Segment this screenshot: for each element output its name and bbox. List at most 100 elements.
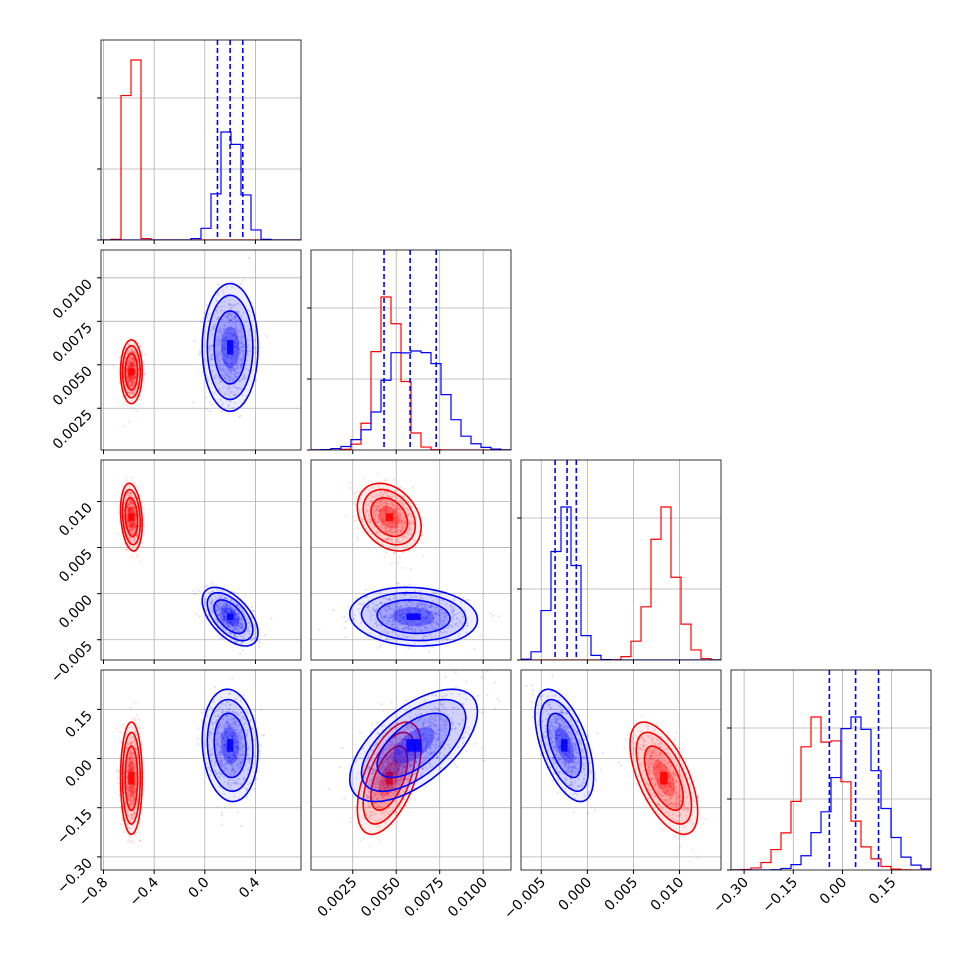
scatter-point bbox=[127, 365, 130, 368]
scatter-point bbox=[128, 501, 131, 504]
scatter-point bbox=[380, 518, 383, 522]
scatter-point bbox=[409, 601, 412, 604]
scatter-point bbox=[217, 614, 220, 617]
scatter-point bbox=[389, 505, 392, 508]
scatter-point bbox=[430, 596, 433, 599]
scatter-point bbox=[134, 525, 137, 528]
scatter-point bbox=[227, 403, 230, 406]
scatter-point bbox=[218, 612, 221, 616]
scatter-point bbox=[219, 350, 222, 353]
scatter-point bbox=[384, 506, 387, 509]
scatter-point bbox=[400, 520, 403, 523]
scatter-point bbox=[358, 611, 361, 614]
scatter-point bbox=[403, 521, 406, 525]
scatter-point bbox=[127, 381, 130, 385]
scatter-point bbox=[131, 526, 134, 529]
scatter-point bbox=[131, 346, 134, 350]
scatter-point bbox=[230, 307, 233, 310]
scatter-point bbox=[422, 603, 426, 607]
scatter-point bbox=[383, 526, 386, 529]
scatter-point bbox=[227, 313, 230, 316]
scatter-point bbox=[384, 506, 387, 509]
scatter-point bbox=[138, 821, 141, 825]
scatter-point bbox=[397, 519, 400, 522]
scatter-point bbox=[132, 799, 135, 802]
scatter-point bbox=[126, 508, 129, 511]
scatter-point bbox=[125, 516, 129, 519]
scatter-point bbox=[129, 524, 132, 527]
scatter-point bbox=[131, 362, 134, 365]
scatter-point bbox=[133, 841, 136, 844]
scatter-point bbox=[222, 338, 225, 341]
scatter-point bbox=[128, 376, 131, 380]
scatter-point bbox=[236, 613, 240, 616]
scatter-point bbox=[230, 316, 233, 319]
scatter-point bbox=[424, 609, 427, 612]
scatter-point bbox=[218, 338, 221, 341]
scatter-point bbox=[394, 531, 398, 534]
scatter-point bbox=[233, 328, 236, 331]
scatter-point bbox=[462, 615, 465, 618]
scatter-point bbox=[235, 319, 238, 322]
scatter-point bbox=[400, 512, 403, 515]
scatter-point bbox=[230, 610, 233, 614]
scatter-point bbox=[380, 602, 383, 605]
scatter-point bbox=[225, 615, 228, 618]
scatter-point bbox=[443, 630, 446, 633]
scatter-point bbox=[405, 636, 409, 639]
scatter-point bbox=[218, 595, 221, 599]
scatter-point bbox=[386, 504, 389, 507]
scatter-point bbox=[434, 608, 437, 612]
scatter-point bbox=[233, 346, 237, 349]
scatter-point bbox=[379, 611, 382, 615]
scatter-point bbox=[133, 376, 136, 379]
scatter-point bbox=[233, 370, 236, 373]
scatter-point bbox=[435, 612, 438, 615]
scatter-point bbox=[384, 616, 387, 619]
scatter-point bbox=[241, 394, 244, 397]
scatter-point bbox=[225, 372, 228, 375]
scatter-point bbox=[359, 603, 362, 606]
scatter-point bbox=[233, 621, 236, 624]
scatter-point bbox=[130, 362, 133, 365]
scatter-point bbox=[132, 377, 135, 380]
scatter-point bbox=[399, 502, 402, 505]
scatter-point bbox=[229, 332, 232, 335]
scatter-point bbox=[129, 529, 132, 532]
scatter-point bbox=[128, 503, 131, 507]
scatter-point bbox=[407, 511, 410, 514]
scatter-point bbox=[236, 366, 239, 369]
scatter-point bbox=[232, 335, 235, 338]
scatter-point bbox=[221, 619, 224, 622]
scatter-point bbox=[234, 618, 238, 621]
scatter-point bbox=[384, 530, 388, 533]
scatter-point bbox=[233, 612, 237, 615]
scatter-point bbox=[229, 337, 232, 340]
scatter-point bbox=[127, 508, 130, 511]
density-peak bbox=[128, 513, 135, 521]
scatter-point bbox=[239, 626, 242, 629]
scatter-point bbox=[394, 530, 398, 533]
scatter-point bbox=[412, 541, 416, 544]
scatter-point bbox=[377, 517, 380, 520]
scatter-point bbox=[131, 381, 135, 384]
scatter-point bbox=[240, 365, 243, 368]
scatter-point bbox=[236, 333, 239, 336]
scatter-point bbox=[246, 345, 249, 349]
scatter-point bbox=[386, 506, 389, 509]
scatter-point bbox=[130, 349, 133, 352]
scatter-point bbox=[239, 366, 243, 369]
scatter-point bbox=[230, 624, 234, 627]
scatter-point bbox=[229, 609, 232, 612]
scatter-point bbox=[383, 615, 386, 618]
scatter-point bbox=[126, 374, 129, 377]
scatter-point bbox=[225, 297, 228, 300]
scatter-point bbox=[229, 369, 232, 372]
scatter-point bbox=[130, 364, 133, 367]
scatter-point bbox=[450, 608, 453, 612]
scatter-point bbox=[226, 610, 229, 613]
scatter-point bbox=[221, 619, 224, 622]
scatter-point bbox=[125, 367, 129, 371]
scatter-point bbox=[239, 359, 242, 362]
scatter-point bbox=[436, 605, 439, 608]
